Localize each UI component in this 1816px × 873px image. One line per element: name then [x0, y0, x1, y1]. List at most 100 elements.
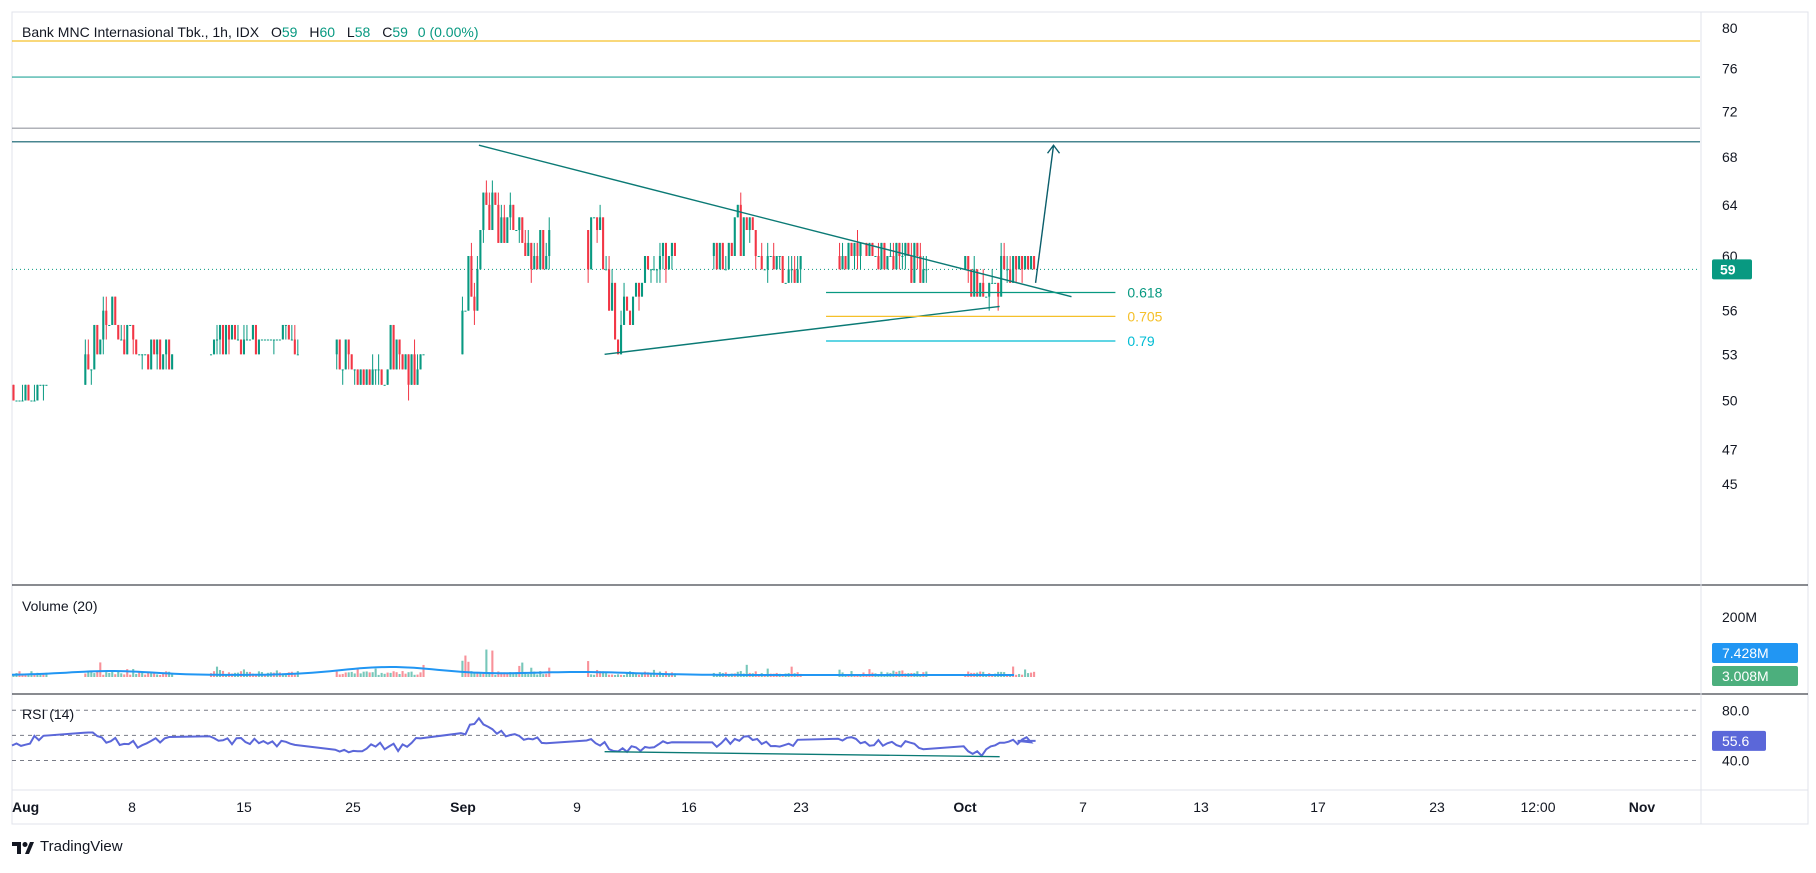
candle-body	[482, 192, 485, 231]
volume-bar	[518, 665, 521, 677]
fib-retracement: 0.618 0.705 0.79	[826, 284, 1163, 349]
volume-bar	[838, 669, 841, 677]
candle-body	[715, 242, 718, 270]
candle-body	[398, 339, 401, 355]
volume-bar	[646, 672, 650, 677]
candle-body	[395, 339, 398, 370]
candle-body	[293, 339, 296, 355]
volume-bar	[389, 672, 392, 677]
rsi-value: 55.6	[1722, 733, 1749, 749]
candle-body	[347, 339, 350, 355]
volume-bar	[42, 674, 45, 677]
candle-body	[742, 217, 745, 256]
candle-body	[620, 324, 623, 355]
volume-bar	[901, 670, 904, 677]
candle-body	[631, 296, 635, 325]
candle-body	[733, 217, 736, 256]
time-label-12: 23	[1429, 799, 1445, 815]
projection-arrow-line	[1034, 145, 1055, 283]
candle-body	[389, 324, 392, 370]
candle-body	[760, 256, 763, 270]
candle-body	[892, 256, 895, 270]
candle-body	[874, 256, 877, 257]
volume-bar	[368, 672, 371, 677]
candle-body	[377, 369, 380, 371]
candle-body	[242, 339, 245, 355]
volume-bar	[527, 673, 530, 677]
candle-body	[84, 354, 87, 385]
time-label-6: 16	[681, 799, 697, 815]
candle-body	[467, 256, 470, 311]
symbol-title: Bank MNC Internasional Tbk., 1h, IDX	[22, 24, 260, 40]
candle-body	[625, 296, 629, 311]
volume-bar	[156, 674, 159, 677]
candle-body	[1006, 269, 1009, 271]
candle-body	[218, 324, 222, 340]
price-tick-0: 80	[1722, 20, 1738, 36]
candle-body	[856, 242, 859, 256]
candle-body	[979, 282, 982, 297]
time-axis[interactable]: Aug 8 15 25 Sep 9 16 23 Oct 7 13 17 23 12:00 Nov	[12, 799, 1655, 815]
candle-body	[36, 384, 39, 401]
candle-body	[596, 217, 599, 231]
candle-body	[964, 256, 967, 270]
candle-body	[593, 217, 596, 219]
fib-label-1: 0.705	[1127, 308, 1162, 324]
volume-bar	[263, 674, 266, 677]
candle-body	[766, 256, 769, 270]
candle-body	[15, 400, 18, 402]
candle-body	[1009, 269, 1012, 283]
volume-bar	[120, 673, 123, 677]
volume-bar	[114, 674, 117, 677]
candle-body	[533, 256, 536, 270]
time-label-4: Sep	[450, 799, 476, 815]
tradingview-brand[interactable]: TradingView	[12, 838, 123, 855]
volume-bar	[353, 673, 356, 677]
volume-bar	[419, 672, 422, 677]
candle-body	[356, 369, 359, 385]
volume-bar	[218, 670, 222, 677]
candle-body	[506, 217, 509, 243]
volume-bar	[159, 674, 162, 677]
volume-bar	[745, 664, 748, 677]
candle-body	[796, 269, 799, 283]
volume-bar	[461, 660, 464, 677]
candle-body	[386, 369, 389, 385]
candle-body	[254, 324, 257, 355]
volume-bar	[87, 671, 90, 677]
volume-bar	[503, 672, 506, 677]
symbol-legend: Bank MNC Internasional Tbk., 1h, IDX O59…	[22, 24, 478, 40]
candle-body	[215, 339, 219, 341]
volume-value: 3.008M	[1722, 668, 1769, 684]
candle-body	[296, 354, 299, 356]
candle-body	[45, 384, 48, 386]
volume-bar	[84, 673, 87, 677]
candle-body	[916, 242, 919, 256]
triangle-upper-line	[478, 144, 1072, 298]
candle-body	[1033, 256, 1036, 270]
candle-body	[257, 339, 260, 355]
candle-body	[895, 242, 898, 270]
candle-body	[664, 242, 667, 270]
volume-bar	[482, 673, 485, 677]
volume-bar	[126, 669, 129, 677]
price-tick-10: 45	[1722, 476, 1738, 492]
candle-body	[162, 354, 165, 370]
candle-body	[512, 204, 515, 231]
candle-body	[844, 256, 847, 270]
volume-bar	[171, 672, 174, 677]
tradingview-logo-icon	[12, 841, 34, 854]
volume-bar	[464, 655, 467, 677]
chart-frame	[11, 11, 1809, 825]
low-value: 58	[354, 24, 371, 40]
candle-body	[634, 282, 638, 297]
candle-body	[93, 324, 96, 370]
candle-body	[105, 310, 108, 325]
candle-body	[799, 256, 802, 270]
volume-bar	[500, 672, 503, 677]
candle-body	[290, 339, 293, 341]
volume-bar	[524, 671, 527, 677]
